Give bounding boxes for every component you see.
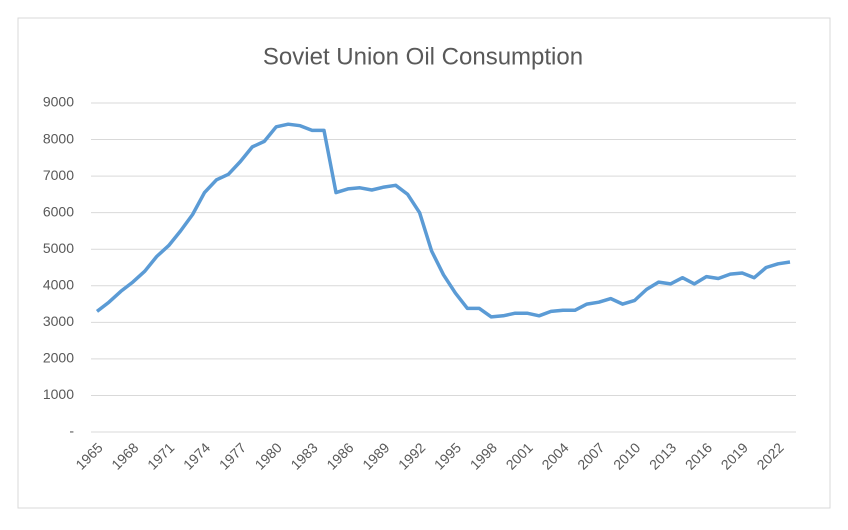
chart-border (17, 17, 831, 509)
y-tick-label: 3000 (43, 313, 74, 329)
data-line (95, 122, 791, 319)
y-tick-label: 2000 (43, 350, 74, 366)
y-tick-label: 1000 (43, 386, 74, 402)
y-tick-label: 9000 (43, 94, 74, 110)
y-tick-label: - (69, 423, 74, 439)
y-tick-label: 7000 (43, 167, 74, 183)
y-tick-label: 6000 (43, 203, 74, 219)
y-tick-label: 4000 (43, 276, 74, 292)
y-tick-label: 8000 (43, 130, 74, 146)
y-tick-label: 5000 (43, 240, 74, 256)
chart-title: Soviet Union Oil Consumption (263, 43, 583, 70)
